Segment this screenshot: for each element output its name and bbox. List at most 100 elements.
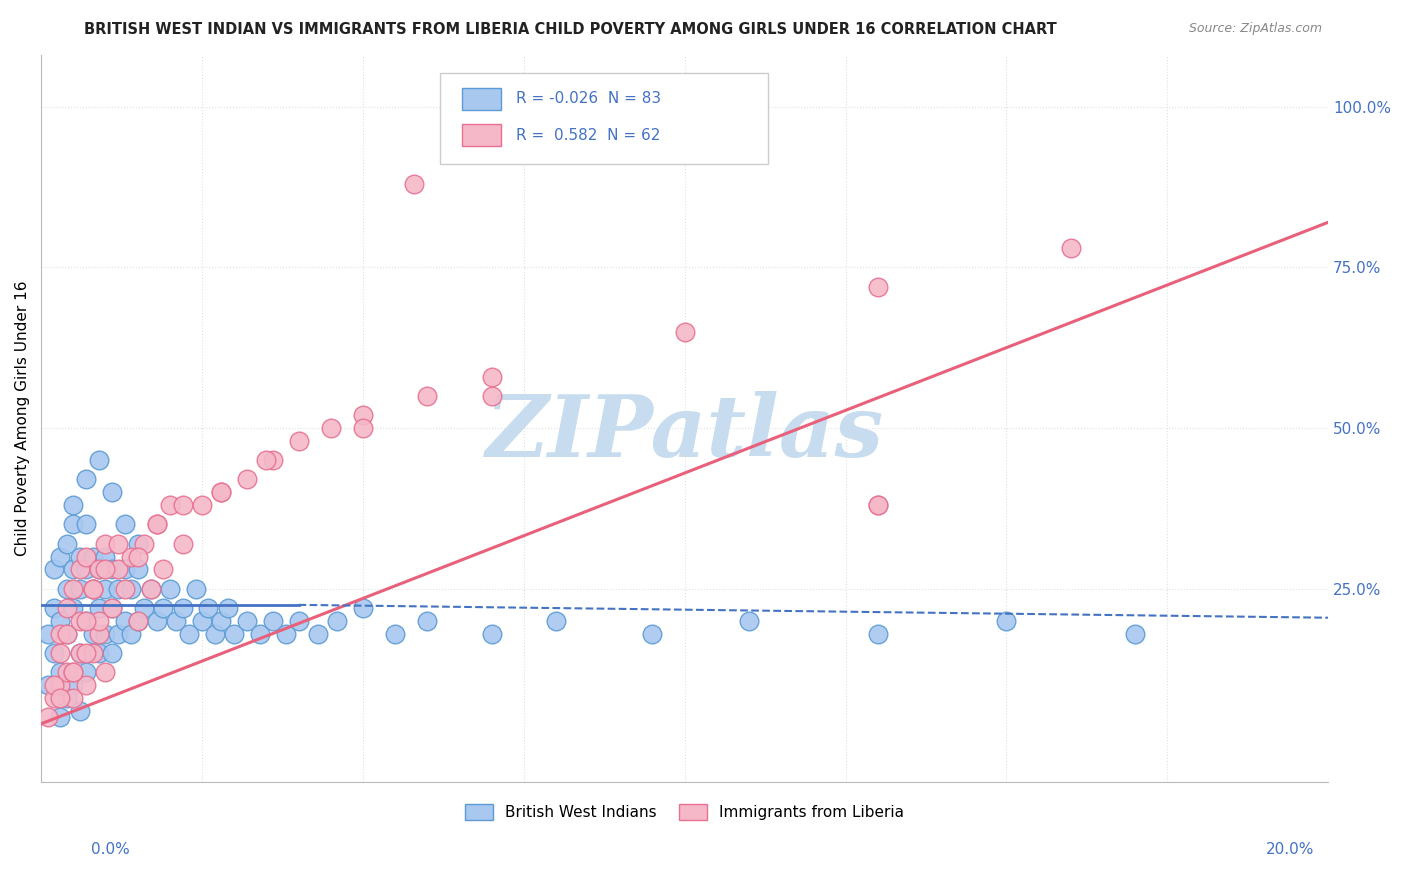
Point [94,665,117,680]
Point [69,562,91,576]
Point [146,517,169,532]
Point [56,691,79,706]
Point [69,704,91,718]
Point [307,627,329,641]
Point [114,614,136,628]
Point [87,562,110,576]
Point [49,646,72,660]
Point [209,614,232,628]
Point [866,279,889,293]
Point [56,665,79,680]
Point [127,537,149,551]
Point [94,562,117,576]
Point [132,601,155,615]
Point [114,582,136,596]
Point [42,562,65,576]
Point [217,601,239,615]
Point [87,562,110,576]
Point [384,627,406,641]
Point [49,614,72,628]
Point [69,549,91,564]
Point [62,665,84,680]
Point [49,665,72,680]
Point [738,614,761,628]
Point [326,614,349,628]
Point [75,473,97,487]
Point [159,582,181,596]
Point [132,537,155,551]
Point [101,646,124,660]
Point [274,627,297,641]
Point [49,627,72,641]
Point [62,517,84,532]
Point [42,691,65,706]
Point [56,582,79,596]
Point [107,562,129,576]
Point [404,177,426,191]
Point [152,601,174,615]
Point [172,537,194,551]
Point [62,498,84,512]
Point [254,453,277,467]
Point [204,627,226,641]
Text: R =  0.582  N = 62: R = 0.582 N = 62 [516,128,661,143]
Point [172,498,194,512]
Point [87,614,110,628]
Point [159,498,181,512]
Point [94,582,117,596]
Point [866,498,889,512]
Point [352,421,374,435]
Point [191,498,214,512]
Point [127,614,149,628]
Point [209,485,232,500]
Text: Source: ZipAtlas.com: Source: ZipAtlas.com [1188,22,1322,36]
Text: 20.0%: 20.0% [1267,842,1315,856]
Point [56,601,79,615]
Point [75,614,97,628]
Point [120,627,142,641]
Point [995,614,1018,628]
Point [101,601,124,615]
Point [82,582,104,596]
Point [37,678,59,692]
Point [94,627,117,641]
Point [75,614,97,628]
Point [75,678,97,692]
Point [1123,627,1146,641]
Point [866,627,889,641]
Point [107,582,129,596]
Point [62,562,84,576]
Point [75,665,97,680]
Point [69,646,91,660]
Point [416,389,439,403]
Point [236,473,259,487]
Point [101,485,124,500]
Point [127,549,149,564]
Point [481,369,503,384]
Point [184,582,207,596]
Point [49,678,72,692]
Point [75,549,97,564]
Point [146,614,169,628]
Point [127,562,149,576]
Point [42,678,65,692]
Point [62,678,84,692]
Point [42,601,65,615]
Point [82,646,104,660]
Point [56,537,79,551]
Point [1060,241,1083,255]
Point [87,646,110,660]
Point [152,562,174,576]
Point [107,537,129,551]
Text: R = -0.026  N = 83: R = -0.026 N = 83 [516,91,661,106]
Text: ZIPatlas: ZIPatlas [485,392,884,475]
Point [114,562,136,576]
Point [673,325,696,339]
Point [641,627,664,641]
Point [87,627,110,641]
FancyBboxPatch shape [463,124,501,146]
Point [75,517,97,532]
Point [262,614,284,628]
FancyBboxPatch shape [440,73,768,164]
Point [75,646,97,660]
